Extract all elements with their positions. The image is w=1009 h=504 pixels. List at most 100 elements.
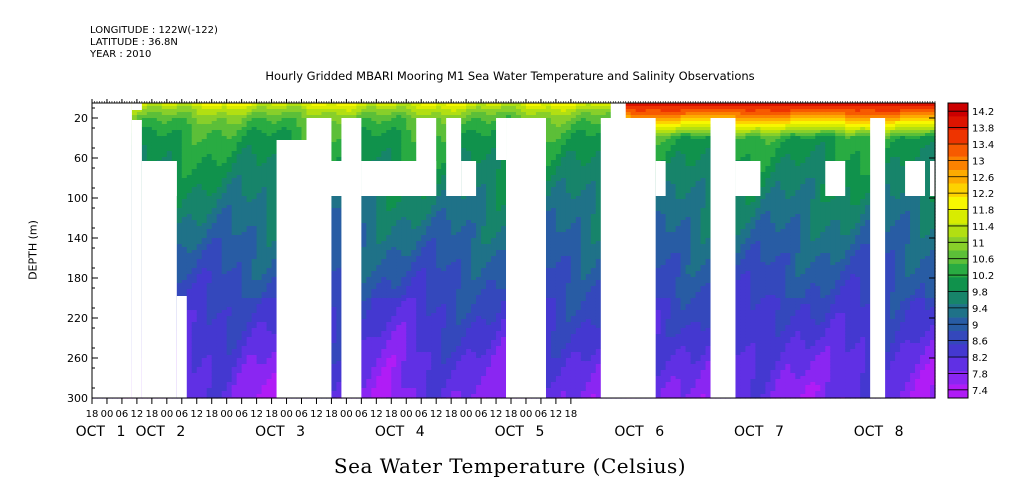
heatmap-cell — [251, 394, 258, 398]
heatmap-cell — [261, 235, 268, 239]
heatmap-cell — [211, 277, 218, 281]
heatmap-cell — [196, 289, 203, 293]
heatmap-cell — [266, 385, 273, 389]
heatmap-cell — [251, 259, 258, 263]
heatmap-cell — [176, 118, 183, 122]
heatmap-cell — [216, 199, 223, 203]
heatmap-cell — [176, 181, 183, 185]
heatmap-cell — [226, 304, 233, 308]
heatmap-cell — [306, 109, 313, 113]
heatmap-cell — [266, 214, 273, 218]
heatmap-cell — [191, 151, 198, 155]
heatmap-cell — [331, 394, 338, 398]
heatmap-cell — [186, 268, 193, 272]
heatmap-cell — [181, 274, 188, 278]
heatmap-cell — [246, 310, 253, 314]
heatmap-cell — [236, 319, 243, 323]
heatmap-cell — [201, 352, 208, 356]
heatmap-cell — [231, 382, 238, 386]
heatmap-cell — [261, 265, 268, 269]
heatmap-cell — [341, 112, 347, 116]
heatmap-cell — [286, 121, 293, 125]
heatmap-cell — [181, 241, 188, 245]
heatmap-cell — [256, 205, 263, 209]
heatmap-cell — [271, 112, 278, 116]
heatmap-cell — [271, 211, 278, 215]
heatmap-cell — [206, 394, 213, 398]
heatmap-cell — [261, 229, 268, 233]
heatmap-cell — [236, 223, 243, 227]
heatmap-cell — [201, 127, 208, 131]
heatmap-cell — [336, 292, 343, 296]
heatmap-cell — [241, 358, 248, 362]
heatmap-cell — [186, 181, 193, 185]
heatmap-cell — [181, 121, 188, 125]
heatmap-cell — [271, 253, 278, 257]
heatmap-cell — [261, 181, 268, 185]
heatmap-cell — [156, 157, 163, 161]
heatmap-cell — [171, 154, 178, 158]
heatmap-cell — [191, 253, 198, 257]
heatmap-cell — [196, 235, 203, 239]
heatmap-cell — [241, 262, 248, 266]
heatmap-cell — [296, 133, 303, 137]
heatmap-cell — [241, 220, 248, 224]
heatmap-cell — [221, 316, 228, 320]
heatmap-cell — [196, 142, 203, 146]
heatmap-cell — [266, 130, 273, 134]
heatmap-cell — [231, 361, 238, 365]
heatmap-cell — [246, 181, 253, 185]
heatmap-cell — [256, 361, 263, 365]
heatmap-cell — [266, 157, 273, 161]
heatmap-cell — [211, 214, 218, 218]
heatmap-cell — [231, 301, 238, 305]
heatmap-cell — [186, 370, 193, 374]
heatmap-cell — [251, 328, 258, 332]
heatmap-cell — [221, 157, 228, 161]
heatmap-cell — [221, 244, 228, 248]
heatmap-cell — [216, 259, 223, 263]
heatmap-cell — [226, 268, 233, 272]
heatmap-cell — [261, 244, 268, 248]
heatmap-cell — [271, 109, 278, 113]
heatmap-cell — [206, 226, 213, 230]
heatmap-cell — [226, 154, 233, 158]
heatmap-cell — [266, 181, 273, 185]
heatmap-cell — [166, 109, 173, 113]
heatmap-cell — [221, 199, 228, 203]
heatmap-cell — [176, 280, 183, 284]
heatmap-cell — [206, 250, 213, 254]
heatmap-cell — [246, 328, 253, 332]
heatmap-cell — [246, 313, 253, 317]
heatmap-cell — [141, 109, 148, 113]
heatmap-cell — [301, 112, 308, 116]
heatmap-cell — [151, 133, 158, 137]
heatmap-cell — [271, 301, 278, 305]
heatmap-cell — [256, 118, 263, 122]
heatmap-cell — [246, 229, 253, 233]
heatmap-cell — [236, 358, 243, 362]
heatmap-cell — [191, 256, 198, 260]
heatmap-cell — [336, 286, 343, 290]
heatmap-cell — [266, 220, 273, 224]
heatmap-cell — [256, 193, 263, 197]
heatmap-cell — [251, 355, 258, 359]
heatmap-cell — [231, 202, 238, 206]
heatmap-cell — [191, 385, 198, 389]
heatmap-cell — [181, 229, 188, 233]
heatmap-cell — [241, 289, 248, 293]
heatmap-cell — [241, 142, 248, 146]
heatmap-cell — [316, 103, 323, 107]
heatmap-cell — [176, 271, 183, 275]
heatmap-cell — [171, 109, 178, 113]
heatmap-cell — [261, 196, 268, 200]
heatmap-cell — [336, 244, 343, 248]
heatmap-cell — [131, 115, 138, 119]
heatmap-cell — [256, 247, 263, 251]
heatmap-cell — [176, 286, 183, 290]
heatmap-cell — [246, 145, 253, 149]
heatmap-cell — [156, 127, 163, 131]
heatmap-cell — [271, 259, 278, 263]
heatmap-cell — [271, 268, 278, 272]
heatmap-cell — [306, 106, 313, 110]
